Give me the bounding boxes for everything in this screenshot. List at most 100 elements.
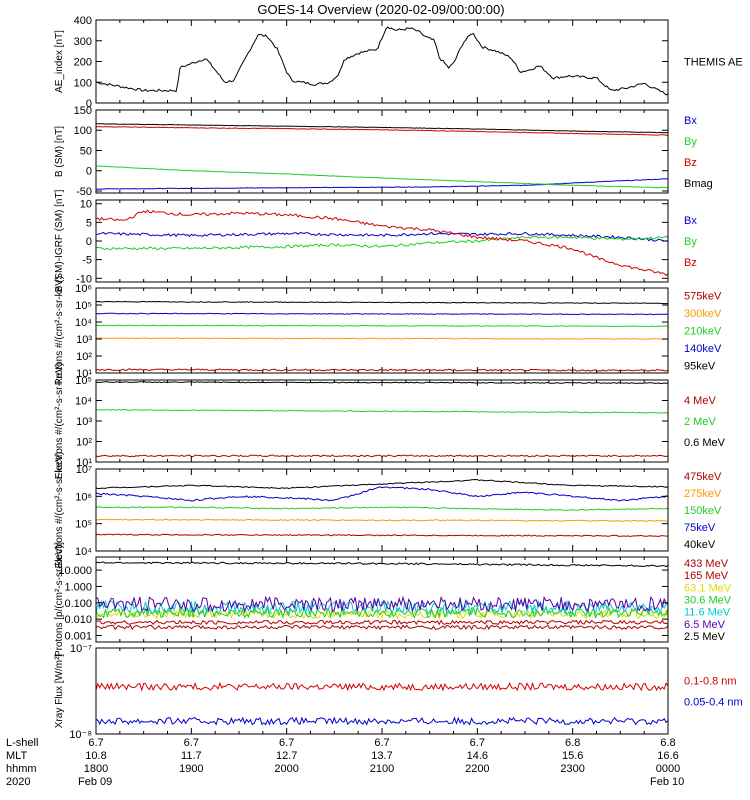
legend-label: 433 MeV: [684, 558, 729, 570]
xaxis-value: 1900: [179, 763, 203, 775]
y-tick-label: 10⁻⁸: [69, 729, 92, 741]
y-tick-label: 0.001: [64, 630, 92, 642]
legend-label: 11.6 MeV: [684, 607, 731, 619]
legend-label: Bz: [684, 157, 697, 169]
panel-4: 10¹ 10² 10³ 10⁴ 10⁵ 10⁶ Protons #/(cm²-s-sr-ke…: [54, 276, 722, 385]
xaxis-row-label: 2020: [6, 776, 30, 788]
series-line-4: [95, 312, 669, 316]
legend-label: 210keV: [684, 326, 722, 338]
legend-label: 140keV: [684, 343, 722, 355]
series-line-2: [95, 235, 669, 251]
legend-label: 0.1-0.8 nm: [684, 676, 737, 688]
y-tick-label: 10⁵: [75, 519, 92, 531]
y-tick-label: 50: [80, 145, 92, 157]
series-line-4: [95, 605, 669, 620]
y-axis-label: AE_index [nT]: [54, 30, 65, 93]
panel-1: 0 100 200 300 400 AE_index [nT] THEMIS AE: [54, 15, 743, 110]
xaxis-row-label: hhmm: [6, 763, 37, 775]
legend-label: 4 MeV: [684, 395, 716, 407]
y-axis-label: B (SM) [nT]: [54, 126, 65, 177]
legend-label: 150keV: [684, 505, 722, 517]
series-line-4: [95, 123, 669, 134]
xaxis-value: 6.8: [565, 737, 580, 749]
legend-label: 63.1 MeV: [684, 582, 732, 594]
panel-6: 10⁴ 10⁵ 10⁶ 10⁷ Electrons #/(cm²-s-sr-keV) 47…: [54, 452, 722, 569]
legend-label: 0.6 MeV: [684, 437, 726, 449]
xaxis-value: 6.7: [374, 737, 389, 749]
y-tick-label: 0.100: [64, 598, 92, 610]
xaxis-value: 11.7: [181, 750, 202, 762]
legend-label: Bmag: [684, 178, 713, 190]
series-line-2: [95, 337, 669, 340]
y-tick-label: 0: [86, 98, 92, 110]
series-line-2: [95, 619, 669, 626]
legend-label: 30.6 MeV: [684, 595, 732, 607]
y-tick-label: 100: [74, 77, 92, 89]
xaxis-value: Feb 09: [78, 776, 112, 788]
y-tick-label: 10⁵: [75, 375, 92, 387]
xaxis-value: 6.7: [88, 737, 103, 749]
xaxis-value: 10.8: [85, 750, 106, 762]
y-tick-label: 10⁵: [75, 300, 92, 312]
legend-label: 2 MeV: [684, 416, 716, 428]
y-tick-label: 10²: [76, 437, 92, 449]
xaxis-value: 2100: [370, 763, 394, 775]
y-axis-label: Electrons #/(cm²-s-sr-keV): [54, 363, 65, 480]
legend-label: 575keV: [684, 290, 722, 302]
y-tick-label: 10: [80, 199, 92, 211]
series-line-2: [95, 518, 669, 522]
xaxis-value: Feb 10: [650, 776, 684, 788]
plot-frame: [95, 556, 669, 643]
xaxis-value: 12.7: [276, 750, 297, 762]
legend-label: 165 MeV: [684, 570, 729, 582]
legend-label: Bx: [684, 215, 697, 227]
xaxis-value: 15.6: [562, 750, 583, 762]
plot-frame: [95, 468, 669, 552]
series-line-5: [95, 478, 669, 490]
series-line-3: [95, 324, 669, 328]
y-tick-label: 400: [74, 15, 92, 27]
xaxis-value: 14.6: [467, 750, 488, 762]
legend-label: 40keV: [684, 539, 716, 551]
panel-2: -50 0 50 100 150 B (SM) [nT] Bx By Bz Bmag: [54, 105, 713, 198]
y-tick-label: 10¹: [76, 368, 92, 380]
y-tick-label: 0: [86, 166, 92, 178]
series-line-5: [95, 300, 669, 305]
series-line-2: [95, 716, 669, 726]
plot-frame: [95, 109, 669, 194]
legend-label: 95keV: [684, 361, 716, 373]
y-tick-label: 10.000: [58, 565, 92, 577]
y-tick-label: 150: [74, 105, 92, 117]
series-line-2: [95, 408, 669, 414]
y-tick-label: 200: [74, 57, 92, 69]
y-tick-label: 10²: [76, 351, 92, 363]
panel-5: 10¹ 10² 10³ 10⁴ 10⁵ Electrons #/(cm²-s-sr-keV…: [54, 363, 726, 480]
legend-label: Bx: [684, 115, 697, 127]
xaxis-row-label: MLT: [6, 750, 27, 762]
series-line-6: [95, 595, 669, 614]
y-axis-label: B (SM)-IGRF (SM) [nT]: [54, 189, 65, 292]
legend-label: THEMIS AE: [684, 57, 743, 69]
xaxis-value: 0000: [656, 763, 680, 775]
y-tick-label: 10⁴: [75, 317, 92, 329]
series-line-3: [95, 126, 668, 136]
xaxis-value: 2300: [560, 763, 584, 775]
y-tick-label: 100: [74, 125, 92, 137]
series-line-5: [95, 599, 669, 616]
y-tick-label: 10³: [76, 416, 92, 428]
series-line-2: [95, 165, 669, 189]
series-line-1: [95, 231, 669, 242]
y-tick-label: 0: [86, 236, 92, 248]
y-tick-label: 300: [74, 36, 92, 48]
y-axis-label: Protons [p/(cm²-s-sr-keV)]: [54, 542, 65, 657]
series-line-1: [95, 26, 669, 96]
xaxis-value: 6.7: [184, 737, 199, 749]
plot-frame: [95, 19, 669, 104]
legend-label: By: [684, 236, 697, 248]
xaxis-value: 6.8: [660, 737, 675, 749]
legend-label: 2.5 MeV: [684, 631, 726, 643]
y-tick-label: 1.000: [64, 581, 92, 593]
legend-label: 0.05-0.4 nm: [684, 697, 743, 709]
